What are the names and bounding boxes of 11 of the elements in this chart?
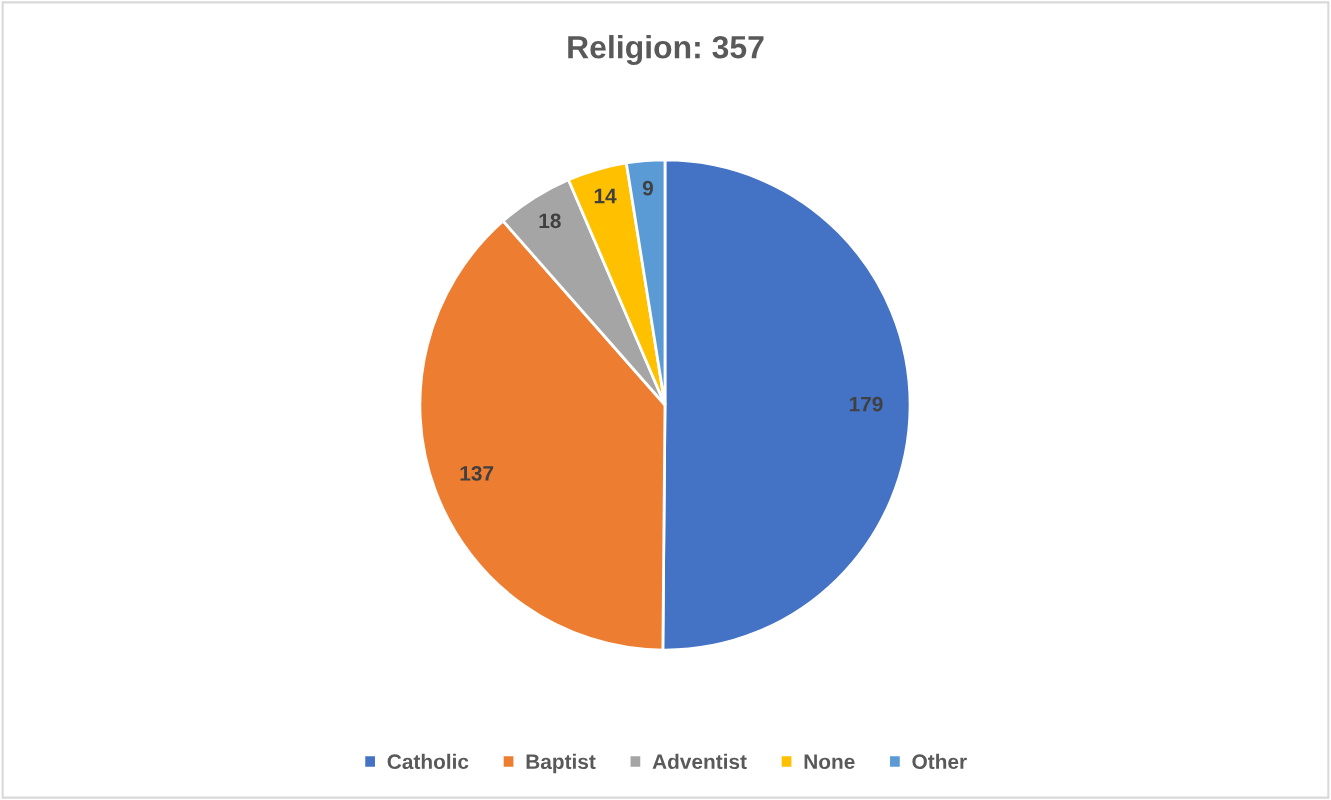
legend-label: Adventist [652, 753, 747, 770]
legend-label: Other [912, 753, 967, 770]
chart-title: Religion: 357 [568, 35, 764, 65]
data-label: 14 [594, 188, 617, 204]
data-label: 9 [642, 180, 653, 196]
legend-label: Catholic [387, 753, 469, 770]
data-label: 137 [460, 465, 494, 481]
data-label: 18 [539, 213, 561, 229]
data-label: 179 [849, 396, 883, 412]
legend-label: Baptist [526, 753, 596, 774]
legend-label: None [804, 754, 855, 770]
